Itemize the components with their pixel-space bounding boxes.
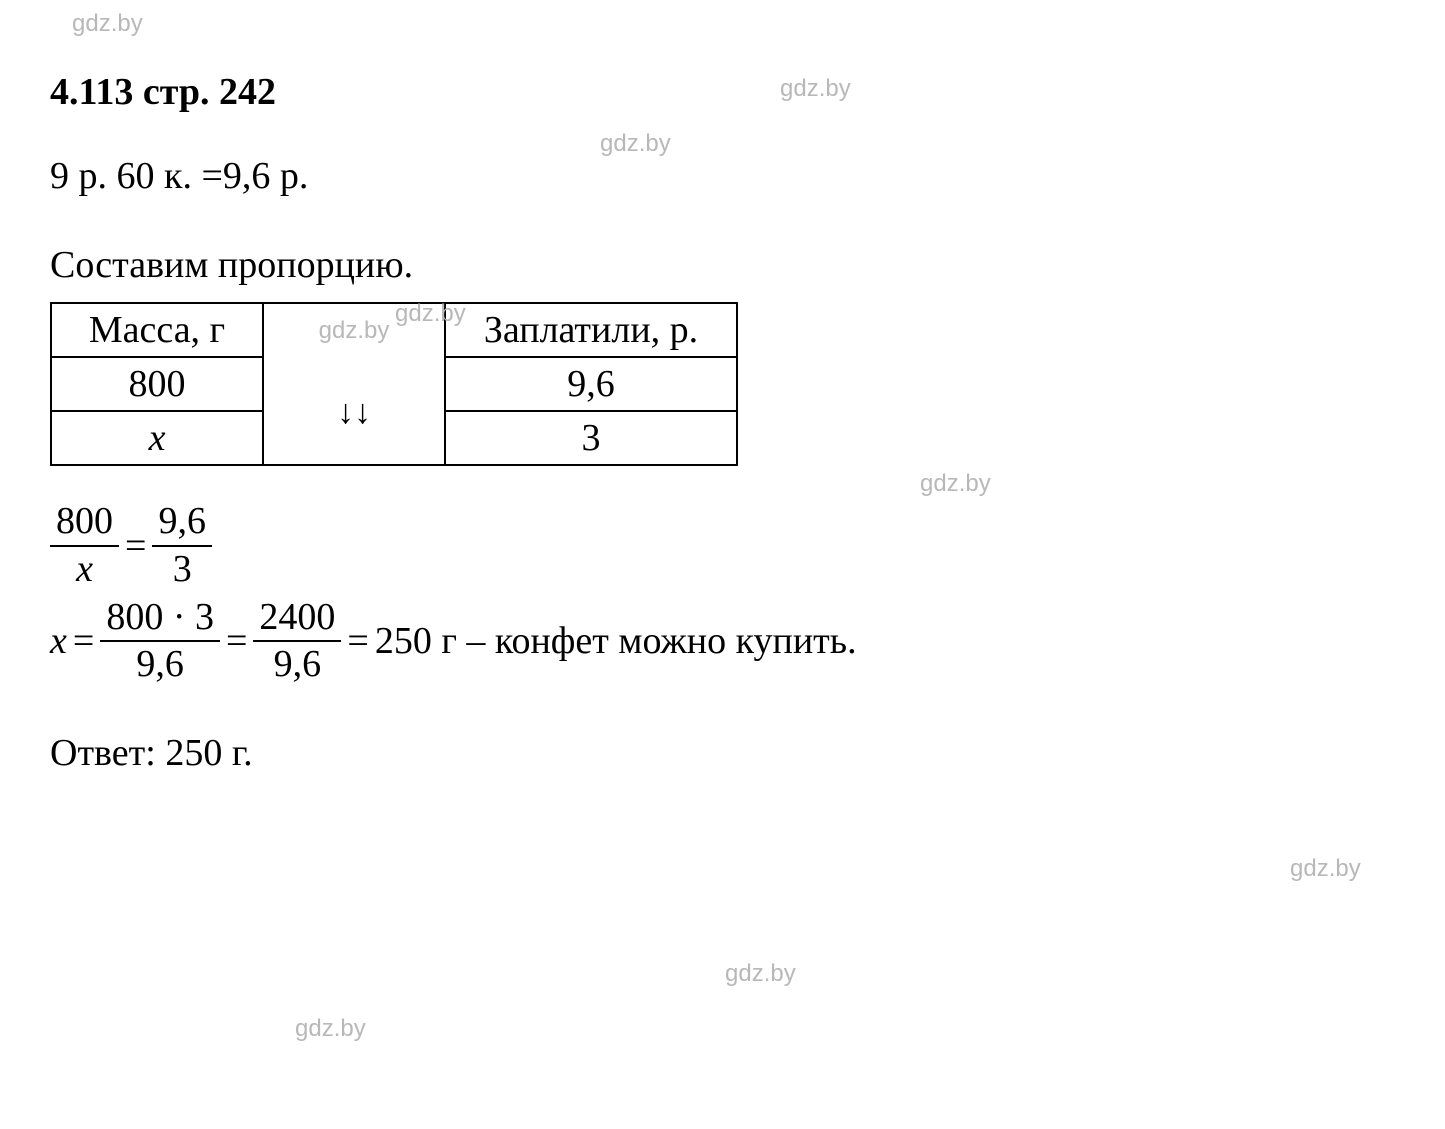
frac-num: 2400 bbox=[253, 597, 341, 643]
variable-x: x bbox=[50, 619, 67, 663]
col-header-paid: Заплатили, р. bbox=[445, 303, 737, 357]
col-header-middle-wm: gdz.by bbox=[263, 303, 445, 357]
page-content: gdz.by gdz.by gdz.by gdz.by gdz.by gdz.b… bbox=[0, 0, 1445, 795]
frac-den: 3 bbox=[152, 547, 212, 591]
cell-mass-2: x bbox=[51, 411, 263, 465]
fraction-1: 800 · 3 9,6 bbox=[100, 597, 220, 687]
equals-sign: = bbox=[73, 619, 94, 663]
equals-sign: = bbox=[347, 619, 368, 663]
equals-sign: = bbox=[125, 524, 146, 568]
watermark: gdz.by bbox=[725, 960, 796, 988]
table-row: Масса, г gdz.by Заплатили, р. bbox=[51, 303, 737, 357]
frac-den: 9,6 bbox=[100, 642, 220, 686]
frac-den: x bbox=[50, 547, 119, 591]
watermark: gdz.by bbox=[920, 470, 991, 498]
fraction-rhs: 9,6 3 bbox=[152, 501, 212, 591]
equation-2: x = 800 · 3 9,6 = 2400 9,6 = 250 г – кон… bbox=[50, 597, 1395, 687]
answer-label: Ответ: bbox=[50, 732, 165, 774]
cell-paid-1: 9,6 bbox=[445, 357, 737, 411]
frac-num: 9,6 bbox=[152, 501, 212, 547]
proportion-intro: Составим пропорцию. bbox=[50, 243, 1395, 287]
down-arrows-icon: ↓↓ bbox=[337, 394, 371, 431]
frac-den: 9,6 bbox=[253, 642, 341, 686]
variable-x: x bbox=[149, 417, 166, 459]
frac-num: 800 · 3 bbox=[100, 597, 220, 643]
cell-arrows: ↓↓ bbox=[263, 357, 445, 465]
cell-mass-1: 800 bbox=[51, 357, 263, 411]
answer-line: Ответ: 250 г. bbox=[50, 731, 1395, 775]
math-equations: 800 x = 9,6 3 x = 800 · 3 9,6 = 2400 9,6… bbox=[50, 501, 1395, 686]
conversion-line: 9 р. 60 к. =9,6 р. bbox=[50, 154, 1395, 198]
table-row: 800 ↓↓ 9,6 bbox=[51, 357, 737, 411]
watermark: gdz.by bbox=[72, 10, 143, 38]
problem-title: 4.113 стр. 242 bbox=[50, 70, 1395, 114]
cell-paid-2: 3 bbox=[445, 411, 737, 465]
proportion-table: Масса, г gdz.by Заплатили, р. 800 ↓↓ 9,6… bbox=[50, 302, 738, 466]
fraction-2: 2400 9,6 bbox=[253, 597, 341, 687]
col-header-mass: Масса, г bbox=[51, 303, 263, 357]
fraction-lhs: 800 x bbox=[50, 501, 119, 591]
equals-sign: = bbox=[226, 619, 247, 663]
answer-value: 250 г. bbox=[165, 732, 252, 774]
result-text: 250 г – конфет можно купить. bbox=[375, 619, 857, 663]
equation-1: 800 x = 9,6 3 bbox=[50, 501, 1395, 591]
frac-num: 800 bbox=[50, 501, 119, 547]
watermark: gdz.by bbox=[295, 1015, 366, 1043]
watermark: gdz.by bbox=[1290, 855, 1361, 883]
